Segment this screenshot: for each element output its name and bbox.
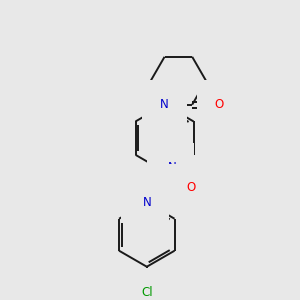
Text: N: N (142, 196, 151, 209)
Text: N: N (160, 98, 169, 111)
Text: O: O (187, 181, 196, 194)
Text: H: H (163, 158, 171, 168)
Text: Cl: Cl (141, 286, 153, 298)
Text: O: O (214, 98, 224, 111)
Text: H: H (136, 194, 144, 204)
Text: N: N (168, 161, 176, 174)
